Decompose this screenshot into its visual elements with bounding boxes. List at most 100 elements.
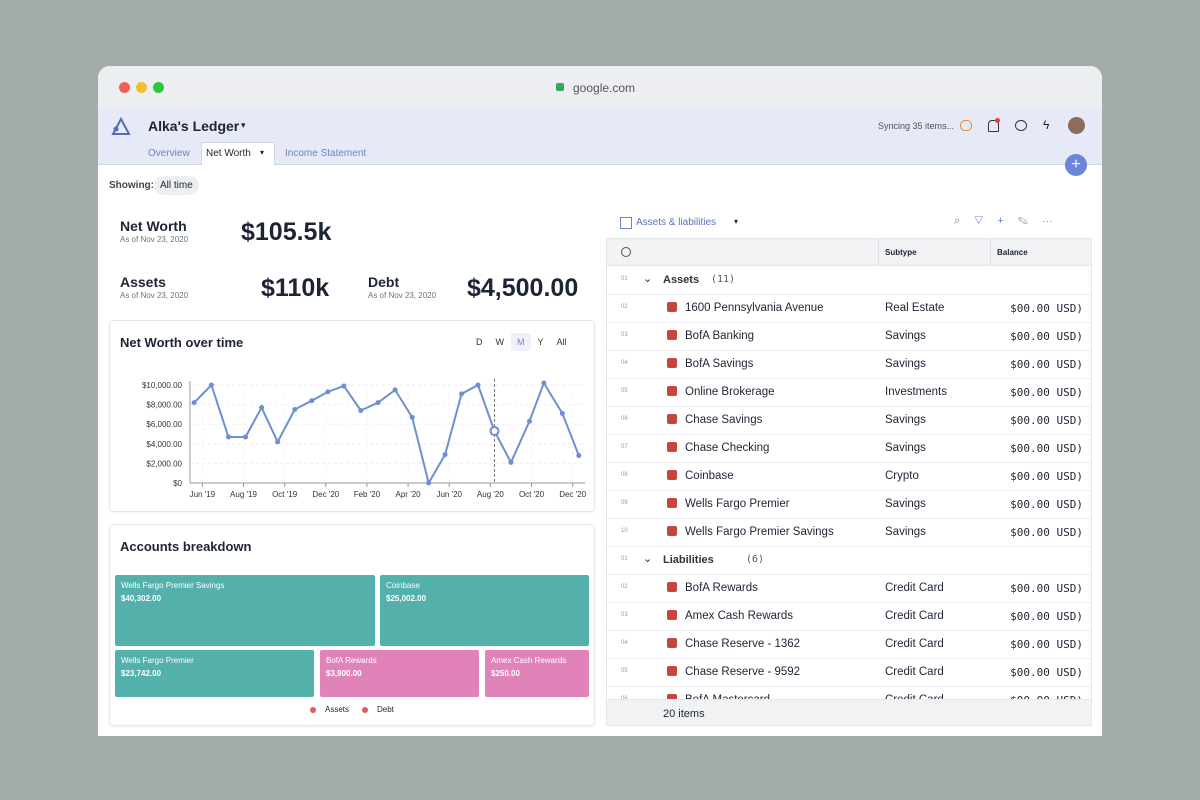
tile-amount: $23,742.00 [121, 669, 162, 678]
minimize-button[interactable] [136, 82, 147, 93]
tab[interactable]: Income Statement [285, 148, 367, 159]
account-subtype: Credit Card [885, 610, 944, 622]
point [341, 383, 347, 389]
notifications-icon[interactable] [988, 120, 999, 132]
view-name[interactable]: Assets & liabilities [636, 217, 717, 228]
table-header: Subtype Balance [607, 239, 1091, 266]
column-header[interactable]: Subtype [885, 248, 917, 257]
account-balance: $00.00 USD) [1010, 666, 1083, 679]
legend-label: Debt [377, 705, 394, 714]
row-number: 10 [621, 528, 628, 534]
account-row[interactable]: 05 Online Brokerage Investments $00.00 USD) [607, 378, 1091, 407]
x-tick-label: Aug '19 [230, 490, 257, 499]
tile-amount: $3,900.00 [326, 669, 362, 678]
account-row[interactable]: 02 1600 Pennsylvania Avenue Real Estate $00… [607, 294, 1091, 323]
row-number: 04 [621, 360, 628, 366]
account-row[interactable]: 10 Wells Fargo Premier Savings Savings $00.… [607, 518, 1091, 547]
account-row[interactable]: 03 Amex Cash Rewards Credit Card $00.00 USD… [607, 602, 1091, 631]
range-option[interactable]: W [495, 337, 505, 347]
browser-bar: google.com [98, 66, 1102, 108]
select-all[interactable] [621, 247, 631, 257]
summary-date: As of Nov 23, 2020 [368, 291, 437, 300]
row-number: 01 [621, 556, 628, 562]
tab[interactable]: Net Worth [206, 148, 251, 159]
filter-label: Showing: [109, 180, 154, 191]
account-balance: $00.00 USD) [1010, 498, 1083, 511]
filter-chip[interactable]: All time [154, 176, 199, 195]
close-button[interactable] [119, 82, 130, 93]
table-toolbar[interactable]: ⌕▽+✎⋯ [954, 215, 1067, 227]
tile-name: Wells Fargo Premier [121, 656, 194, 665]
account-row[interactable]: 03 BofA Banking Savings $00.00 USD) [607, 322, 1091, 351]
account-row[interactable]: 06 Chase Savings Savings $00.00 USD) [607, 406, 1091, 435]
x-tick-label: Dec '20 [312, 490, 339, 499]
range-option[interactable]: All [556, 337, 567, 347]
ledger-caret[interactable]: ▾ [241, 120, 246, 130]
account-name: BofA Savings [685, 358, 754, 370]
account-icon [667, 470, 677, 480]
account-icon [667, 302, 677, 312]
group-name: Assets [663, 274, 700, 286]
point [526, 418, 532, 424]
group-row: 01 ⌄ Liabilities (6) [607, 546, 1091, 575]
view-caret[interactable]: ▾ [734, 217, 739, 226]
account-row[interactable]: 05 Chase Reserve - 9592 Credit Card $00.00 … [607, 658, 1091, 687]
account-name: Wells Fargo Premier Savings [685, 526, 834, 538]
point [576, 453, 582, 459]
x-tick-label: Dec '20 [559, 490, 586, 499]
comments-icon[interactable] [1015, 120, 1027, 131]
account-row[interactable]: 09 Wells Fargo Premier Savings $00.00 USD) [607, 490, 1091, 519]
range-option[interactable]: M [511, 333, 531, 351]
account-icon [667, 526, 677, 536]
y-tick-label: $6,000.00 [146, 420, 182, 429]
range-option[interactable]: Y [537, 337, 544, 347]
active-tab[interactable] [201, 142, 275, 165]
point [259, 405, 265, 411]
summary-date: As of Nov 23, 2020 [120, 291, 189, 300]
point [358, 407, 364, 413]
logo [111, 116, 131, 135]
row-number: 03 [621, 332, 628, 338]
point [225, 434, 231, 440]
account-row[interactable]: 02 BofA Rewards Credit Card $00.00 USD) [607, 574, 1091, 603]
x-tick-label: Jun '20 [436, 490, 462, 499]
account-icon [667, 330, 677, 340]
account-subtype: Savings [885, 498, 926, 510]
add-button[interactable]: + [1065, 154, 1087, 176]
account-row[interactable]: 08 Coinbase Crypto $00.00 USD) [607, 462, 1091, 491]
account-name: Amex Cash Rewards [685, 610, 794, 622]
account-balance: $00.00 USD) [1010, 442, 1083, 455]
tile-amount: $250.00 [491, 669, 520, 678]
account-icon [667, 386, 677, 396]
point [426, 480, 432, 486]
treemap-tile: Coinbase $25,002.00 [380, 575, 589, 646]
account-subtype: Credit Card [885, 638, 944, 650]
account-icon [667, 498, 677, 508]
actions-icon[interactable]: ϟ [1043, 118, 1050, 132]
account-name: 1600 Pennsylvania Avenue [685, 302, 824, 314]
account-balance: $00.00 USD) [1010, 330, 1083, 343]
ledger-name[interactable]: Alka's Ledger [148, 118, 240, 134]
column-header[interactable]: Balance [997, 248, 1028, 257]
sync-icon[interactable] [960, 120, 972, 131]
account-subtype: Savings [885, 358, 926, 370]
maximize-button[interactable] [153, 82, 164, 93]
tab-caret[interactable]: ▾ [260, 148, 265, 157]
account-row[interactable]: 04 Chase Reserve - 1362 Credit Card $00.00 … [607, 630, 1091, 659]
account-subtype: Investments [885, 386, 947, 398]
account-icon [667, 610, 677, 620]
account-row[interactable]: 04 BofA Savings Savings $00.00 USD) [607, 350, 1091, 379]
point [459, 391, 465, 397]
account-name: BofA Rewards [685, 582, 758, 594]
url[interactable]: google.com [573, 81, 636, 95]
tab[interactable]: Overview [148, 148, 190, 159]
x-tick-label: Aug '20 [477, 490, 504, 499]
range-option[interactable]: D [476, 337, 483, 347]
avatar[interactable] [1068, 117, 1085, 134]
tile-name: Amex Cash Rewards [491, 656, 567, 665]
account-balance: $00.00 USD) [1010, 582, 1083, 595]
summary-label: Assets [120, 274, 166, 290]
legend-dot [310, 707, 316, 713]
legend-label: Assets [325, 705, 350, 714]
account-row[interactable]: 07 Chase Checking Savings $00.00 USD) [607, 434, 1091, 463]
